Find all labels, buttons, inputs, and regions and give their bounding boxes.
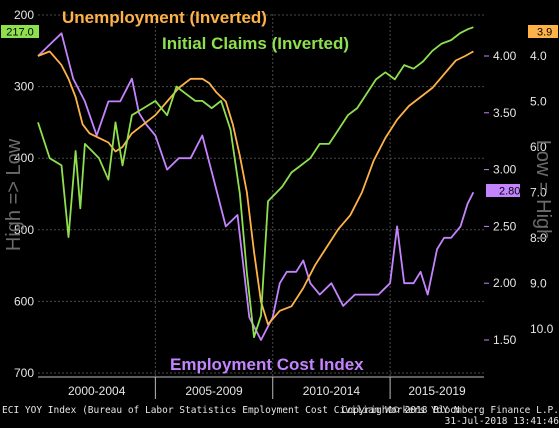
eci-tick-label: 2.00 (493, 276, 517, 290)
unemployment-axis: 4.0 5.0 6.0 7.0 8.0 9.0 10.0 (530, 49, 554, 336)
unemp-last-badge (528, 25, 558, 38)
plot-area (38, 14, 484, 377)
claims-last-badge (1, 25, 39, 38)
footer-source: ECI YOY Index (Bureau of Labor Statistic… (2, 405, 460, 416)
unemployment-tick-label: 10.0 (530, 322, 554, 336)
claims-line (37, 26, 474, 339)
footer-copyright: Copyright© 2018 Bloomberg Finance L.P. (341, 405, 559, 416)
unemployment-tick-label: 5.0 (530, 95, 547, 109)
left-tick-label: 200 (14, 8, 34, 22)
claims-title: Initial Claims (Inverted) (162, 34, 349, 53)
eci-tick-label: 3.50 (493, 106, 517, 120)
left-tick-label: 500 (14, 223, 34, 237)
x-axis: 2000-2004 2005-2009 2010-2014 2015-2019 (38, 376, 484, 399)
chart: 200 300 400 500 600 700 1.50 2.00 2.50 3.00 3.50 4… (1, 8, 558, 399)
eci-tick-label: 3.00 (493, 163, 517, 177)
eci-last-badge (486, 184, 520, 197)
left-tick-label: 700 (14, 366, 34, 380)
claims-last-value: 217.0 (6, 27, 34, 39)
left-tick-label: 400 (14, 151, 34, 165)
series-layer (37, 26, 475, 341)
unemp-last-value: 3.9 (537, 27, 552, 39)
unemployment-tick-label: 4.0 (530, 49, 547, 63)
eci-tick-label: 4.00 (493, 49, 517, 63)
x-tick-label: 2015-2019 (408, 384, 466, 398)
eci-tick-label: 2.50 (493, 219, 517, 233)
right-axis-label: Low = High (532, 140, 554, 241)
x-tick-label: 2000-2004 (68, 384, 126, 398)
eci-line (37, 32, 475, 341)
eci-tick-label: 1.50 (493, 333, 517, 347)
left-tick-label: 600 (14, 294, 34, 308)
left-axis: 200 300 400 500 600 700 (14, 8, 34, 380)
left-tick-label: 300 (14, 80, 34, 94)
eci-last-value: 2.80 (499, 186, 520, 198)
footer-timestamp: 31-Jul-2018 13:41:46 (444, 416, 559, 427)
unemployment-tick-label: 6.0 (530, 140, 547, 154)
unemployment-title: Unemployment (Inverted) (62, 8, 267, 27)
x-tick-label: 2005-2009 (185, 384, 243, 398)
unemployment-tick-label: 7.0 (530, 186, 547, 200)
unemployment-line (37, 50, 474, 326)
left-axis-label: High => Low (3, 138, 25, 251)
unemployment-tick-label: 9.0 (530, 277, 547, 291)
x-tick-label: 2010-2014 (303, 384, 361, 398)
eci-axis: 1.50 2.00 2.50 3.00 3.50 4.00 (484, 49, 517, 347)
eci-title: Employment Cost Index (170, 355, 364, 374)
unemployment-tick-label: 8.0 (530, 231, 547, 245)
